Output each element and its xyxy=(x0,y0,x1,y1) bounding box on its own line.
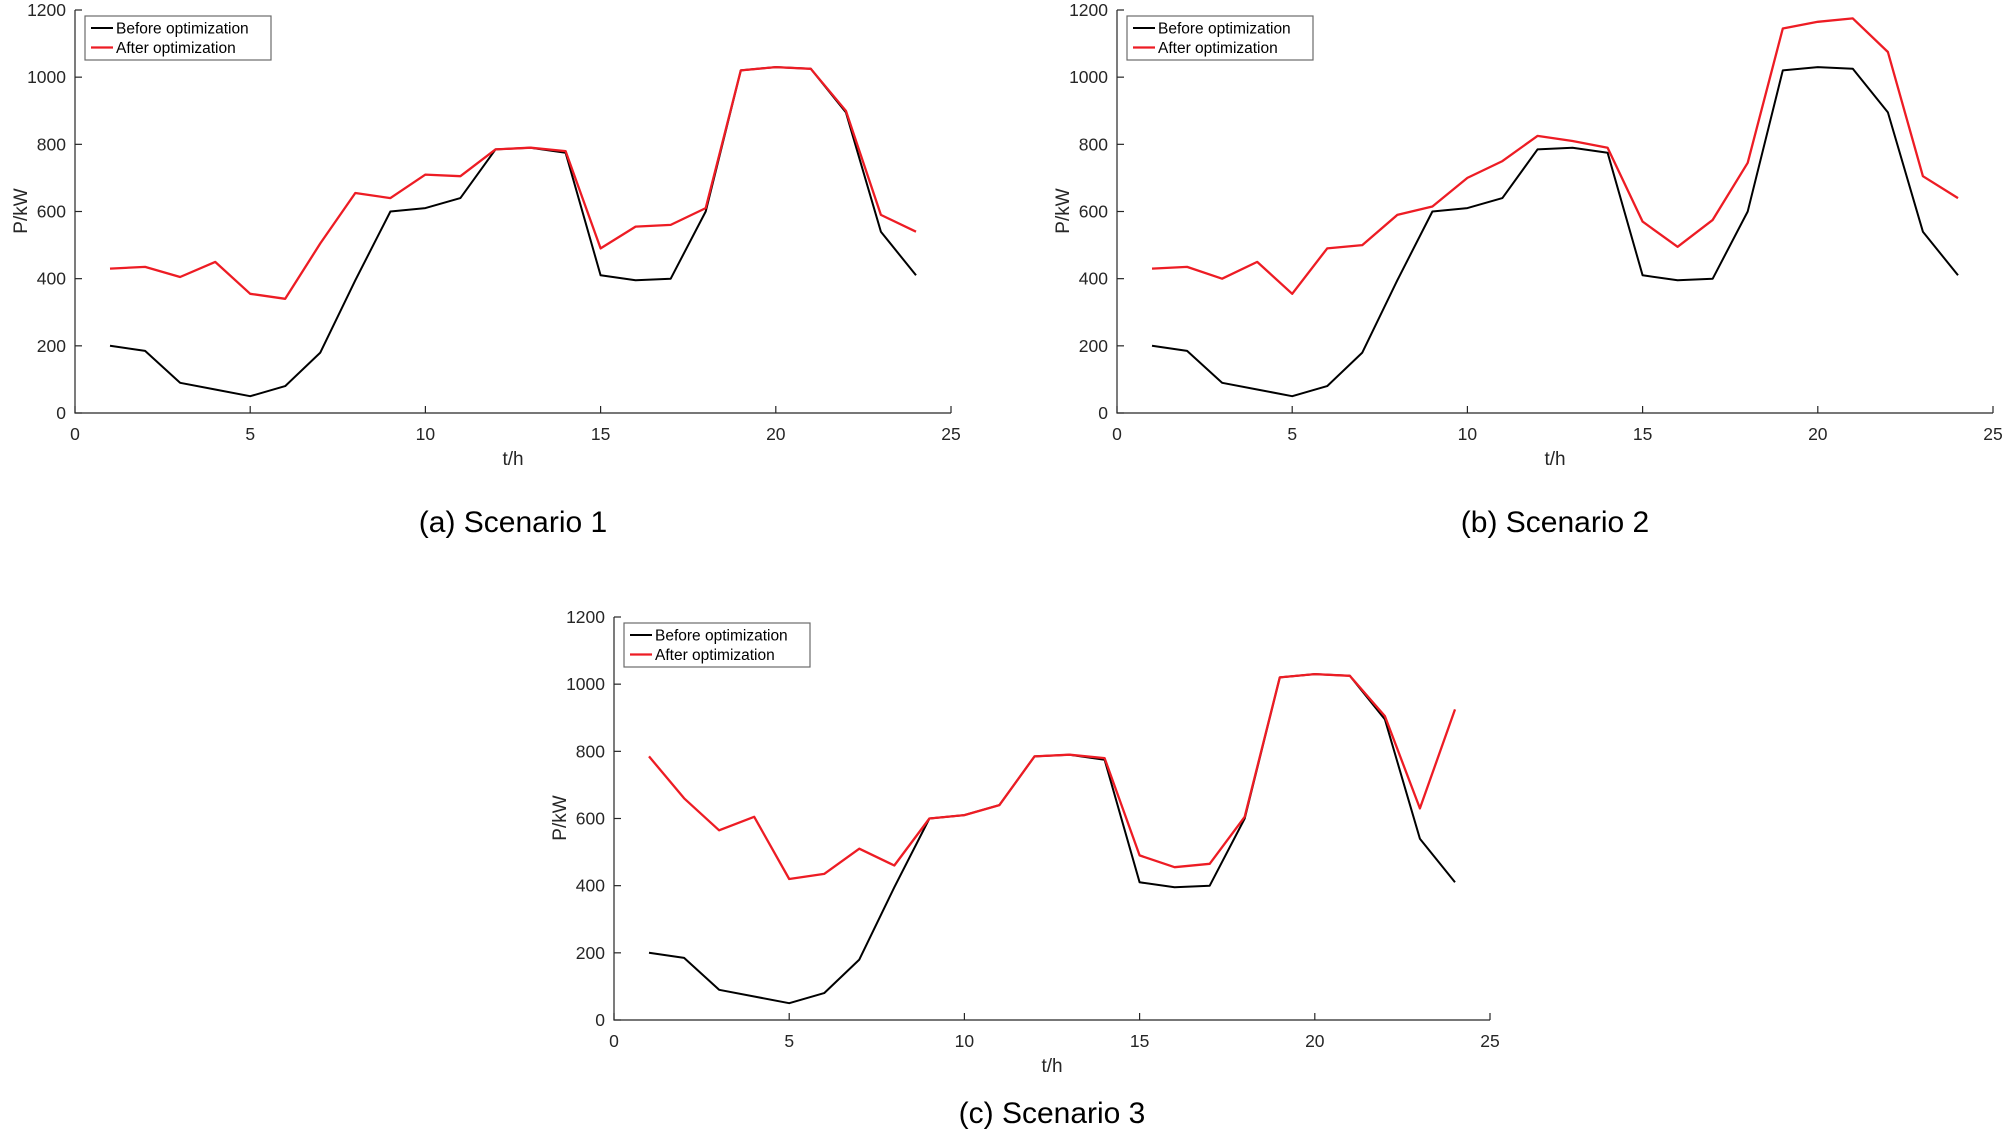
x-tick-label: 20 xyxy=(1305,1031,1325,1051)
y-tick-label: 400 xyxy=(37,269,66,289)
x-axis-label: t/h xyxy=(1041,1056,1063,1077)
axis-lines xyxy=(74,10,951,414)
line-before-optimization xyxy=(109,66,917,398)
legend-label: After optimization xyxy=(655,647,775,664)
legend-label: After optimization xyxy=(1158,40,1278,57)
y-tick-label: 200 xyxy=(1079,336,1108,356)
line-after-optimization xyxy=(648,672,1457,881)
x-tick-label: 15 xyxy=(1130,1031,1149,1051)
legend-label: Before optimization xyxy=(655,628,788,645)
legend-box xyxy=(623,622,811,668)
x-tick-label: 20 xyxy=(766,424,786,444)
chart-scenario-1: 0 200 400 600 800 1000 1200 0 5 10 15 20 25 Before op… xyxy=(0,0,1010,555)
chart-caption: (c) Scenario 3 xyxy=(958,1097,1146,1130)
chart-plot-c: 0 200 400 600 800 1000 1200 0 5 10 15 20 25 Before op… xyxy=(566,607,1500,1051)
y-tick-label: 800 xyxy=(37,134,66,154)
chart-scenario-2: 0 200 400 600 800 1000 1200 0 5 10 15 20 25 Before op… xyxy=(1042,0,2007,555)
legend-box xyxy=(84,15,272,61)
y-tick-label: 600 xyxy=(576,809,605,829)
x-tick-label: 5 xyxy=(245,424,255,444)
legend-label: After optimization xyxy=(116,40,236,57)
y-tick-label: 1200 xyxy=(566,607,605,627)
y-tick-label: 600 xyxy=(37,202,66,222)
line-after-optimization xyxy=(109,65,917,300)
chart-scenario-3: 0 200 400 600 800 1000 1200 0 5 10 15 20 25 Before op… xyxy=(539,607,1507,1144)
x-tick-label: 5 xyxy=(784,1031,794,1051)
chart-plot-b: 0 200 400 600 800 1000 1200 0 5 10 15 20 25 Before op… xyxy=(1069,0,2003,444)
y-axis-label: P/kW xyxy=(550,795,571,841)
line-after-optimization xyxy=(1151,17,1959,295)
y-tick-label: 0 xyxy=(56,403,66,423)
legend-box xyxy=(1126,15,1314,61)
x-tick-label: 5 xyxy=(1287,424,1297,444)
axis-lines xyxy=(613,617,1490,1021)
x-tick-label: 15 xyxy=(591,424,610,444)
y-tick-label: 0 xyxy=(1098,403,1108,423)
y-tick-label: 200 xyxy=(576,943,605,963)
y-tick-label: 1000 xyxy=(1069,67,1108,87)
x-tick-label: 10 xyxy=(416,424,436,444)
legend-label: Before optimization xyxy=(116,21,249,38)
y-tick-label: 1000 xyxy=(27,67,66,87)
y-tick-label: 0 xyxy=(595,1010,605,1030)
x-tick-label: 0 xyxy=(70,424,80,444)
y-tick-label: 400 xyxy=(576,876,605,896)
y-tick-label: 1000 xyxy=(566,674,605,694)
y-tick-label: 800 xyxy=(576,741,605,761)
legend-label: Before optimization xyxy=(1158,21,1291,38)
x-tick-label: 0 xyxy=(1112,424,1122,444)
x-tick-label: 25 xyxy=(941,424,960,444)
y-tick-label: 200 xyxy=(37,336,66,356)
y-tick-label: 600 xyxy=(1079,202,1108,222)
x-axis-label: t/h xyxy=(502,449,524,470)
chart-caption: (b) Scenario 2 xyxy=(1460,506,1650,539)
y-tick-label: 1200 xyxy=(27,0,66,20)
y-tick-label: 400 xyxy=(1079,269,1108,289)
x-tick-label: 25 xyxy=(1480,1031,1499,1051)
x-tick-label: 20 xyxy=(1808,424,1828,444)
x-axis-label: t/h xyxy=(1544,449,1566,470)
y-axis-label: P/kW xyxy=(11,188,32,234)
x-tick-label: 10 xyxy=(955,1031,975,1051)
chart-plot-a: 0 200 400 600 800 1000 1200 0 5 10 15 20 25 Before op… xyxy=(27,0,961,444)
y-tick-label: 1200 xyxy=(1069,0,1108,20)
x-tick-label: 10 xyxy=(1458,424,1478,444)
chart-caption: (a) Scenario 1 xyxy=(418,506,608,539)
x-tick-label: 0 xyxy=(609,1031,619,1051)
x-tick-label: 15 xyxy=(1633,424,1652,444)
line-before-optimization xyxy=(1151,66,1959,398)
y-axis-label: P/kW xyxy=(1053,188,1074,234)
line-before-optimization xyxy=(648,673,1456,1005)
y-tick-label: 800 xyxy=(1079,134,1108,154)
x-tick-label: 25 xyxy=(1983,424,2002,444)
axis-lines xyxy=(1116,10,1993,414)
